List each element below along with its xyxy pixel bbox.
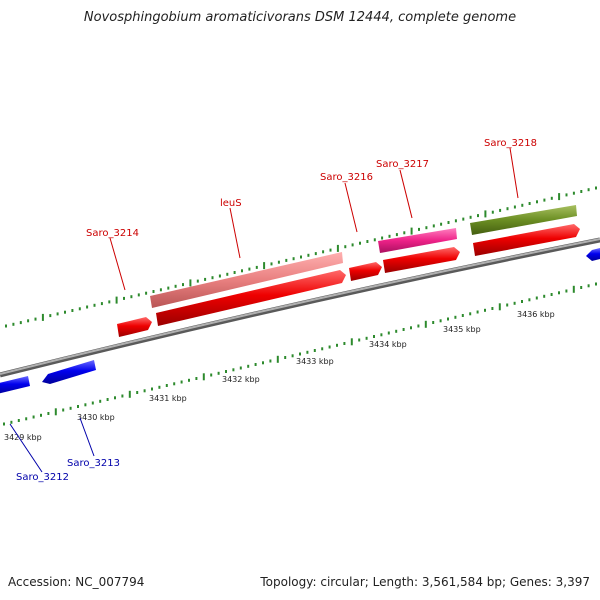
gene-forward-leus[interactable] [156, 270, 346, 326]
callout-lines [9, 147, 519, 473]
gene-reverse-saro-3212[interactable] [0, 376, 30, 394]
gene-label-leus[interactable]: leuS [220, 198, 242, 209]
tick-label: 3435 kbp [443, 325, 481, 334]
outer-tick-track [5, 186, 597, 328]
gene-label-saro-3216[interactable]: Saro_3216 [320, 172, 373, 183]
gene-reverse-edge[interactable] [586, 248, 600, 261]
callout-line-saro-3217 [399, 169, 413, 219]
callout-line-saro-3213 [79, 417, 95, 457]
genome-title: Novosphingobium aromaticivorans DSM 1244… [83, 10, 517, 25]
gene-reverse-saro-3213[interactable] [42, 360, 96, 384]
gene-label-saro-3217[interactable]: Saro_3217 [376, 159, 429, 170]
callout-line-saro-3214 [109, 237, 126, 291]
feature-bar-saro-3218[interactable] [470, 205, 577, 235]
reverse-genes [0, 248, 600, 394]
tick-label: 3433 kbp [296, 357, 334, 366]
tick-label: 3434 kbp [369, 340, 407, 349]
gene-label-saro-3212[interactable]: Saro_3212 [16, 472, 69, 483]
gene-forward-saro-3216[interactable] [349, 262, 382, 281]
forward-genes [117, 224, 580, 337]
feature-bar-saro-3217[interactable] [378, 228, 457, 253]
genome-backbone-highlight [0, 238, 600, 375]
gene-label-saro-3218[interactable]: Saro_3218 [484, 138, 537, 149]
accession-text: Accession: NC_007794 [8, 575, 145, 589]
tick-label: 3436 kbp [517, 310, 555, 319]
tick-label: 3429 kbp [4, 433, 42, 442]
gene-forward-saro-3214[interactable] [117, 317, 152, 337]
feature-bar-leus[interactable] [150, 252, 343, 308]
tick-labels: 3429 kbp 3430 kbp 3431 kbp 3432 kbp 3433… [4, 310, 555, 442]
callout-line-leus [229, 207, 241, 259]
callout-line-saro-3218 [509, 147, 519, 199]
gene-name-labels: Saro_3214 leuS Saro_3216 Saro_3217 Saro_… [16, 138, 537, 483]
callout-line-saro-3212 [9, 423, 43, 473]
inner-tick-track [3, 282, 597, 426]
gene-forward-saro-3218[interactable] [473, 224, 580, 256]
tick-label: 3432 kbp [222, 375, 260, 384]
gene-forward-saro-3217[interactable] [383, 247, 460, 273]
feature-bars [150, 205, 577, 308]
tick-label: 3431 kbp [149, 394, 187, 403]
tick-label: 3430 kbp [77, 413, 115, 422]
gene-label-saro-3213[interactable]: Saro_3213 [67, 458, 120, 469]
gene-label-saro-3214[interactable]: Saro_3214 [86, 228, 139, 239]
callout-line-saro-3216 [344, 182, 358, 233]
genome-summary-text: Topology: circular; Length: 3,561,584 bp… [260, 575, 590, 589]
